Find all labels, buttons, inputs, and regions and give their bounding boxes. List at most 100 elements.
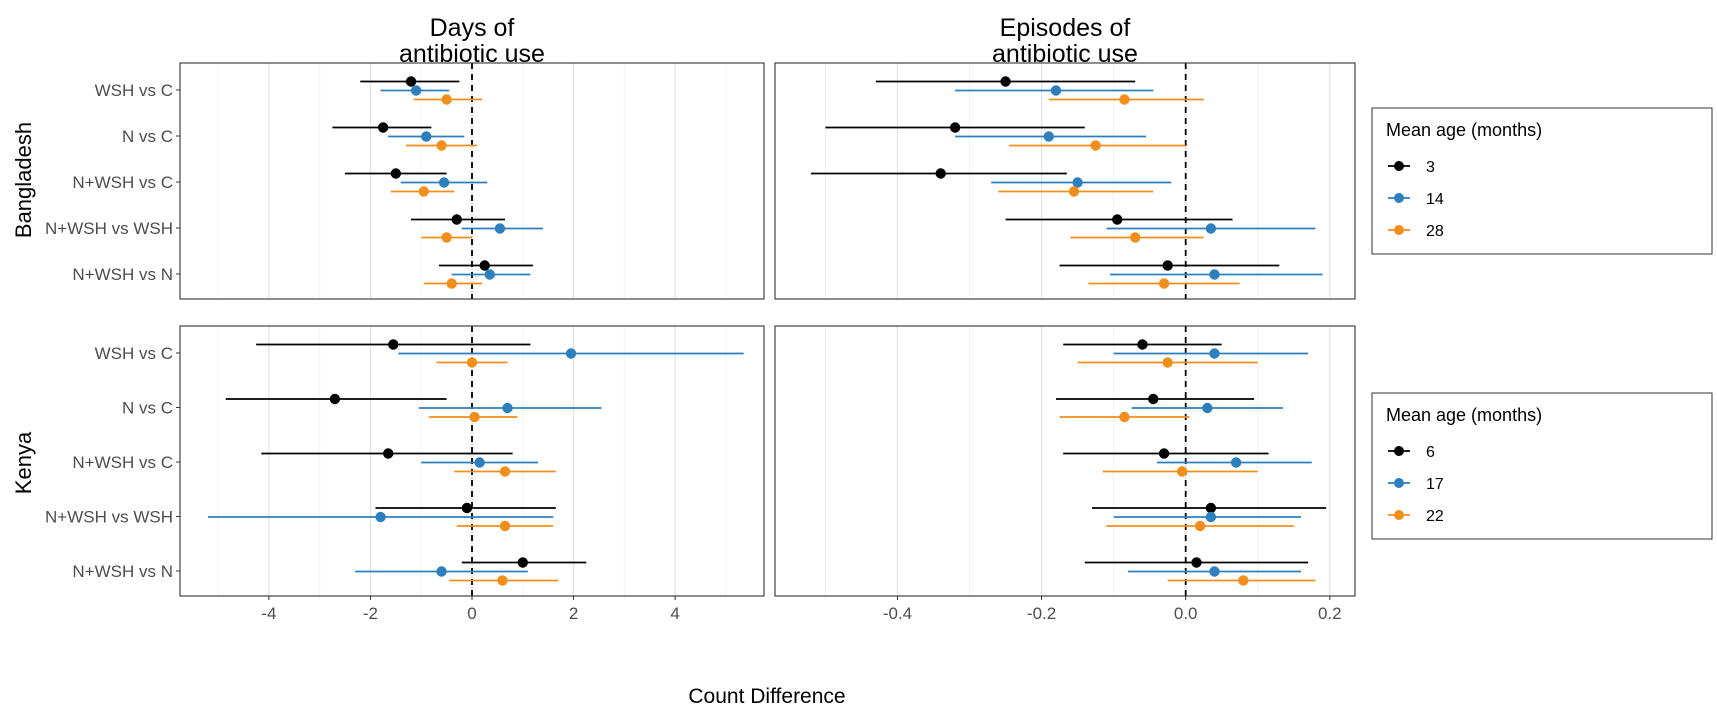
panel-background [775,63,1355,299]
panel-background [775,326,1355,596]
x-tick-label: 2 [569,604,578,623]
estimate-point-series-a [949,122,961,133]
category-label: N vs C [122,399,173,418]
estimate-point-series-a [935,168,946,179]
legend-key-point [1394,510,1404,520]
estimate-point-series-a [461,502,473,514]
estimate-point-series-b [438,177,450,188]
panel-1-1 [774,325,1356,597]
estimate-point-series-c [436,140,447,151]
estimate-point-series-c [1162,357,1173,368]
estimate-point-series-c [1130,232,1141,243]
estimate-point-series-b [1230,457,1242,468]
category-label: N+WSH vs C [72,173,173,192]
estimate-point-series-b [1209,348,1220,359]
estimate-point-series-a [388,339,399,350]
panel-border [179,62,765,300]
category-label: N+WSH vs WSH [45,508,173,527]
x-tick-label: -0.4 [883,604,912,623]
estimate-point-series-b [474,457,485,468]
estimate-point-series-a [405,76,417,87]
estimate-point-series-c [1158,278,1170,289]
estimate-point-series-a [1112,214,1123,225]
x-tick-label: 0.2 [1318,604,1342,623]
legend-entry-label: 22 [1426,508,1444,525]
estimate-point-series-b [1209,269,1220,280]
legend-title: Mean age (months) [1386,405,1542,425]
estimate-point-series-b [1202,402,1213,414]
estimate-point-series-c [1176,466,1188,477]
column-title-days-line1: Days of [430,14,515,42]
estimate-point-series-a [1205,502,1217,514]
estimate-point-series-b [1072,177,1083,188]
legend-entry-label: 14 [1426,191,1444,208]
x-axis-title: Count Difference [688,685,845,707]
panel-0-0 [179,62,765,300]
legend-title: Mean age (months) [1386,120,1542,140]
category-label: WSH vs C [95,81,173,100]
estimate-point-series-a [383,448,394,459]
estimate-point-series-c [1068,186,1080,197]
legend-key-point [1394,446,1404,456]
estimate-point-series-b [1050,85,1062,96]
estimate-point-series-a [479,260,490,271]
panel-border [774,325,1356,597]
x-tick-label: -0.2 [1027,604,1056,623]
estimate-point-series-a [517,557,528,568]
x-tick-label: -2 [363,604,378,623]
estimate-point-series-b [565,348,577,359]
category-label: N+WSH vs N [72,562,173,581]
estimate-point-series-b [1043,131,1054,142]
panel-0-1 [774,62,1356,300]
estimate-point-series-b [410,85,422,96]
estimate-point-series-c [497,575,508,586]
estimate-point-series-b [421,131,432,142]
legend-key-point [1394,478,1404,488]
estimate-point-series-c [466,357,478,368]
legend-box [1371,392,1713,540]
estimate-point-series-c [1119,94,1130,105]
estimate-point-series-a [1137,339,1148,350]
estimate-point-series-a [451,214,462,225]
category-label: N+WSH vs C [72,453,173,472]
estimate-point-series-a [1000,76,1011,87]
legend-box [1371,107,1713,255]
x-tick-label: 0.0 [1174,604,1198,623]
estimate-point-series-c [499,466,511,477]
row-strip-kenya: Kenya [11,431,36,494]
x-tick-label: -4 [261,604,276,623]
estimate-point-series-c [1119,411,1130,423]
category-label: WSH vs C [95,344,173,363]
estimate-point-series-c [441,94,452,105]
estimate-point-series-b [1205,511,1217,523]
estimate-point-series-b [1209,566,1220,577]
legend-key-point [1394,193,1404,203]
estimate-point-series-c [469,411,480,423]
panel-border [774,62,1356,300]
column-title-episodes-line1: Episodes of [1000,14,1131,42]
legend-key-point [1394,161,1404,171]
category-label: N vs C [122,127,173,146]
estimate-point-series-b [494,223,506,234]
legend-entry-label: 28 [1426,223,1444,240]
estimate-point-series-b [502,402,513,414]
legend-entry-label: 6 [1426,444,1435,461]
estimate-point-series-c [1194,520,1206,532]
x-tick-label: 4 [670,604,679,623]
estimate-point-series-a [377,122,389,133]
estimate-point-series-c [1238,575,1249,586]
panel-1-0 [179,325,765,597]
estimate-point-series-c [1090,140,1101,151]
estimate-point-series-a [390,168,402,179]
estimate-point-series-b [436,566,447,577]
legend-entry-label: 17 [1426,476,1444,493]
estimate-point-series-c [499,520,511,532]
estimate-point-series-b [484,269,495,280]
legend-key-point [1394,225,1404,235]
estimate-point-series-a [1191,557,1202,568]
estimate-point-series-a [1148,393,1159,405]
legend-1: Mean age (months) 6 17 22 [1371,392,1713,540]
estimate-point-series-a [1158,448,1170,459]
estimate-point-series-a [329,393,341,405]
